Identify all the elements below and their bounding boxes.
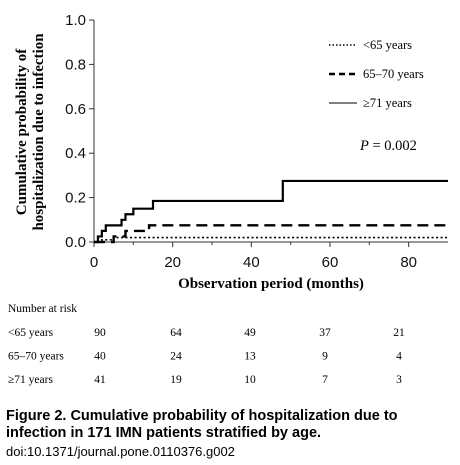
risk-row-label: <65 years — [8, 327, 54, 339]
risk-cell: 21 — [393, 327, 405, 339]
survival-curves — [94, 179, 448, 244]
risk-cell: 19 — [170, 374, 182, 386]
y-tick-label: 1.0 — [65, 12, 86, 29]
risk-cell: 90 — [94, 327, 106, 339]
x-tick-label: 60 — [322, 254, 339, 271]
p-value-text: = 0.002 — [369, 138, 417, 154]
curve-solid — [94, 179, 448, 244]
p-value-annotation: P = 0.002 — [359, 138, 417, 154]
risk-row-label: ≥71 years — [8, 374, 53, 386]
x-ticks: 0 20 40 60 80 — [90, 242, 417, 271]
legend-label: <65 years — [363, 38, 412, 52]
y-ticks: 0.0 0.2 0.4 0.6 0.8 1.0 — [65, 12, 94, 251]
risk-cell: 9 — [322, 351, 328, 363]
y-axis-label-line-1: Cumulative probability of — [14, 48, 30, 215]
figure-caption: Figure 2. Cumulative probability of hosp… — [6, 408, 456, 460]
risk-cell: 49 — [244, 327, 256, 339]
number-at-risk-table: Number at risk <65 years 90 64 49 37 2165–70 … — [8, 303, 405, 386]
risk-cell: 41 — [94, 374, 106, 386]
x-axis-label: Observation period (months) — [178, 276, 364, 292]
y-tick-label: 0.4 — [65, 145, 86, 162]
risk-cell: 64 — [170, 327, 182, 339]
y-tick-label: 0.6 — [65, 101, 86, 118]
legend: <65 years 65–70 years ≥71 years — [329, 38, 424, 110]
y-tick-label: 0.8 — [65, 56, 86, 73]
y-axis-label-line-2: hospitalization due to infection — [31, 33, 47, 231]
risk-cell: 13 — [244, 351, 256, 363]
risk-cell: 7 — [322, 374, 328, 386]
y-tick-label: 0.2 — [65, 190, 86, 207]
risk-cell: 40 — [94, 351, 106, 363]
risk-table-title: Number at risk — [8, 303, 77, 315]
risk-cell: 10 — [244, 374, 256, 386]
risk-cell: 24 — [170, 351, 182, 363]
y-axis-label: Cumulative probability of hospitalizatio… — [14, 33, 47, 231]
x-tick-label: 80 — [400, 254, 417, 271]
risk-row-label: 65–70 years — [8, 351, 64, 363]
x-tick-label: 0 — [90, 254, 98, 271]
legend-label: 65–70 years — [363, 67, 424, 81]
legend-label: ≥71 years — [363, 96, 412, 110]
caption-title: Figure 2. Cumulative probability of hosp… — [6, 408, 398, 441]
caption-doi: doi:10.1371/journal.pone.0110376.g002 — [6, 444, 235, 459]
risk-cell: 4 — [396, 351, 402, 363]
risk-cell: 3 — [396, 374, 402, 386]
curve-dashed — [94, 224, 448, 244]
x-tick-label: 20 — [164, 254, 181, 271]
p-value-label: P — [359, 138, 369, 154]
y-tick-label: 0.0 — [65, 234, 86, 251]
curve-dotted — [94, 236, 448, 243]
risk-cell: 37 — [319, 327, 331, 339]
x-tick-label: 40 — [243, 254, 260, 271]
km-figure: Cumulative probability of hospitalizatio… — [8, 12, 448, 386]
